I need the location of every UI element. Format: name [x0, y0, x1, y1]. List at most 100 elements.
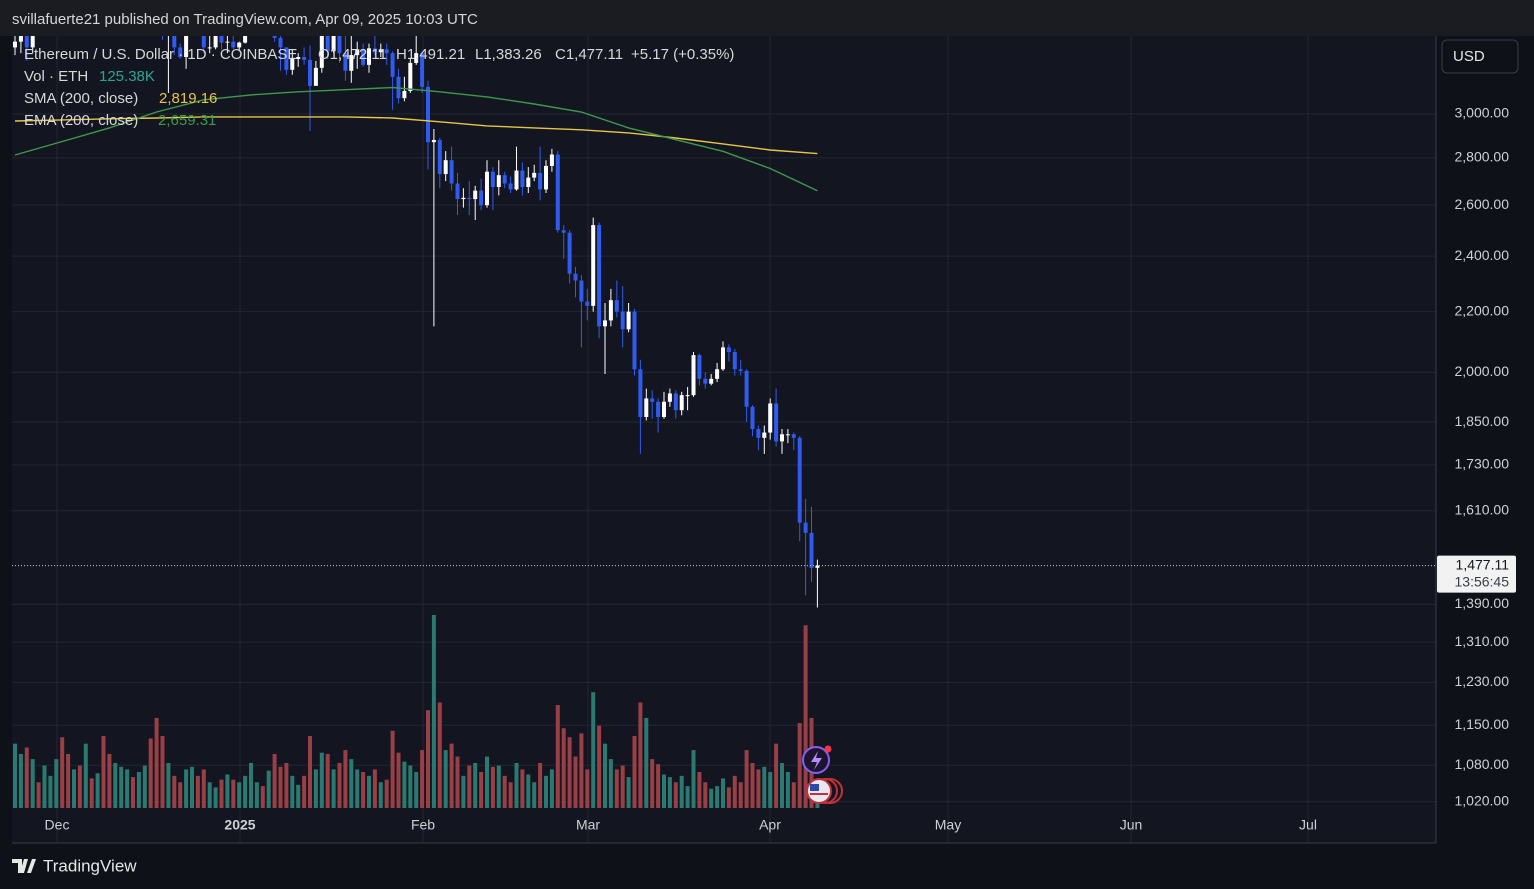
candle-body — [797, 437, 802, 523]
volume-bar — [378, 782, 383, 808]
volume-bar — [302, 775, 307, 808]
volume-bar — [673, 782, 678, 808]
candle-body — [608, 300, 613, 321]
candle-body — [296, 57, 301, 59]
candle-body — [614, 300, 619, 312]
candle-body — [697, 355, 702, 379]
candle-body — [201, 36, 206, 48]
candle-body — [626, 311, 631, 330]
grid — [12, 36, 1436, 843]
candle-body — [750, 406, 755, 430]
volume-bar — [361, 771, 366, 808]
candle-body — [30, 36, 35, 48]
axes: 3,000.00 2,800.00 2,600.00 2,400.00 2,200.00… — [45, 105, 1510, 833]
y-tick-label: 1,230.00 — [1455, 673, 1510, 689]
legend-change: +5.17 (+0.35%) — [631, 46, 734, 63]
volume-bar — [101, 735, 106, 808]
candle-body — [585, 301, 590, 306]
candle-body — [573, 273, 578, 281]
candle-body — [225, 41, 230, 43]
candle-body — [549, 154, 554, 166]
volume-bar — [408, 765, 413, 808]
candle-body — [361, 49, 366, 65]
volume-bar — [420, 750, 425, 808]
candle-body — [721, 347, 725, 370]
volume-bar — [697, 771, 702, 808]
volume-bar — [762, 766, 767, 808]
candle-body — [715, 369, 720, 379]
x-tick-label: Jun — [1120, 817, 1143, 833]
volume-bar — [732, 775, 737, 808]
candle-body — [414, 53, 419, 63]
candle-body — [24, 36, 29, 48]
volume-bar — [95, 773, 100, 808]
volume-bar — [467, 765, 472, 808]
volume-bar — [561, 728, 566, 808]
candle-body — [313, 67, 318, 86]
volume-bar — [60, 737, 65, 808]
y-tick-label: 1,020.00 — [1455, 792, 1510, 808]
volume-bar — [18, 753, 23, 808]
volume-bar — [195, 775, 200, 808]
candle-body — [372, 48, 377, 53]
candle-body — [355, 49, 360, 56]
volume-bar — [785, 771, 790, 808]
y-tick-label: 2,000.00 — [1455, 363, 1510, 379]
candle-body — [213, 36, 218, 48]
candle-body — [650, 398, 655, 402]
candle-body — [561, 230, 566, 233]
volume-bar — [355, 769, 360, 808]
candle-body — [449, 160, 454, 184]
candle-body — [461, 197, 466, 200]
volume-bar — [225, 774, 230, 808]
volume-bar — [514, 762, 519, 808]
volume-bar — [30, 759, 35, 808]
volume-bar — [549, 769, 554, 808]
volume-bar — [190, 766, 194, 808]
candle-body — [437, 139, 442, 175]
volume-bar — [780, 762, 784, 808]
volume-bar — [48, 775, 53, 808]
volume-bar — [349, 759, 354, 808]
candle-body — [815, 565, 820, 568]
candle-body — [555, 154, 560, 231]
x-tick-label: Jul — [1299, 817, 1317, 833]
candle-body — [473, 190, 478, 200]
candle-body — [591, 225, 596, 306]
volume-bar — [473, 762, 478, 808]
volume-bar — [136, 771, 141, 808]
volume-bar — [184, 769, 189, 808]
volume-bar — [313, 769, 318, 808]
candle-body — [443, 160, 448, 175]
volume-bar — [567, 737, 572, 808]
sma-name: SMA (200, close) — [24, 90, 138, 107]
candle-body — [520, 170, 525, 188]
volume-bar — [691, 750, 696, 808]
volume-bar — [72, 769, 76, 808]
candle-body — [184, 36, 189, 58]
event-icons[interactable] — [802, 745, 843, 804]
candle-body — [384, 49, 389, 54]
candle-body — [762, 432, 767, 438]
volume-bar — [490, 766, 495, 808]
candle-body — [490, 171, 495, 188]
candle-body — [597, 225, 602, 327]
candle-body — [337, 36, 342, 54]
volume-bar — [685, 786, 690, 808]
brand: TradingView — [12, 856, 137, 875]
volume-bar — [243, 775, 248, 808]
volume-bar — [591, 692, 596, 808]
volume-bar — [148, 738, 153, 808]
y-tick-label: 1,610.00 — [1455, 501, 1510, 517]
volume-bar — [656, 764, 661, 808]
volume-bar — [709, 788, 714, 808]
volume-bar — [131, 777, 135, 808]
volume-bar — [13, 743, 17, 808]
volume-bar — [260, 786, 265, 808]
currency-label[interactable]: USD — [1453, 48, 1485, 65]
volume-bar — [343, 750, 348, 808]
candle-body — [526, 177, 531, 188]
volume-bar — [319, 752, 324, 808]
currency-button[interactable] — [1441, 39, 1519, 74]
volume-bar — [520, 769, 525, 808]
